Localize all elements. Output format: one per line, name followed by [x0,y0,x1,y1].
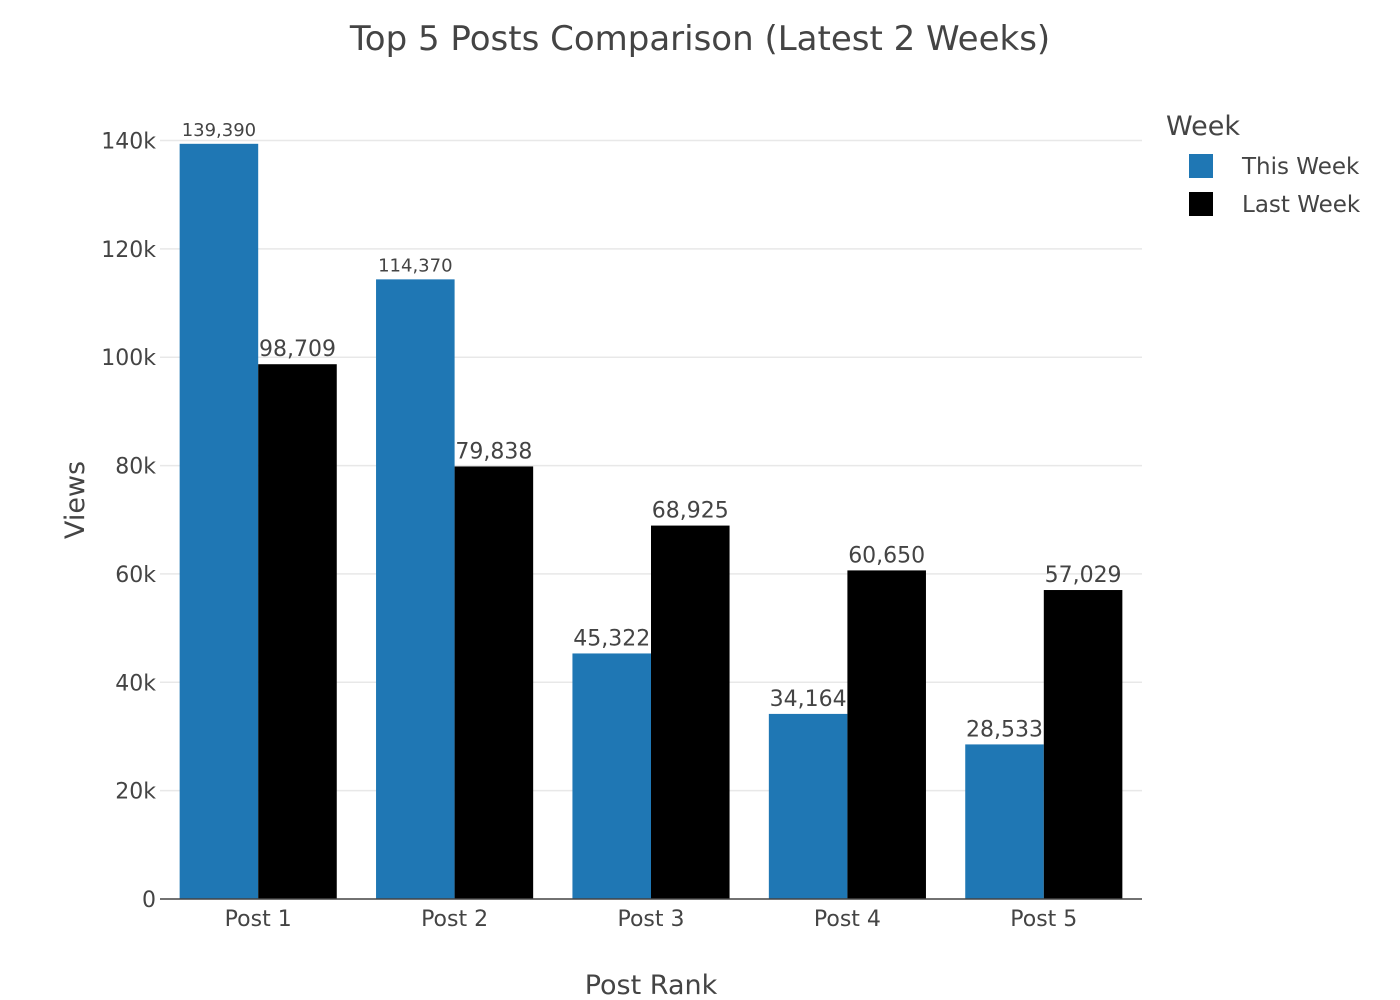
y-tick-label: 140k [101,130,156,155]
legend-swatch [1189,192,1213,216]
legend-swatch [1189,154,1213,178]
bar-last-week [847,570,926,899]
y-tick-label: 60k [115,563,156,588]
bar-last-week [651,525,730,899]
bar-last-week [1043,590,1123,899]
data-label: 68,925 [652,499,729,524]
y-axis-title: Views [60,461,91,539]
chart-title: Top 5 Posts Comparison (Latest 2 Weeks) [349,19,1050,59]
data-label: 98,709 [259,337,336,362]
data-label: 139,390 [182,120,256,141]
data-label: 79,838 [455,439,532,464]
x-tick-label: Post 2 [421,907,488,932]
data-label: 45,322 [573,626,650,651]
y-axis-ticks: 0 20k 40k 60k 80k 100k 120k 140k [101,130,156,913]
x-axis-ticks: Post 1 Post 2 Post 3 Post 4 Post 5 [225,907,1078,932]
bar-this-week [376,279,455,900]
legend: Week This Week Last Week [1166,111,1361,218]
legend-label: This Week [1241,154,1360,180]
bar-last-week [258,364,337,899]
data-labels: 139,390 98,709 114,370 79,838 45,322 68,925 34… [182,120,1122,743]
legend-title: Week [1166,111,1240,142]
legend-items: This Week Last Week [1189,154,1361,218]
bar-this-week [965,744,1044,899]
y-tick-label: 20k [115,780,156,805]
data-label: 57,029 [1045,563,1122,588]
data-label: 114,370 [378,255,452,276]
x-tick-label: Post 3 [617,907,684,932]
data-label: 60,650 [848,543,925,568]
y-tick-label: 0 [142,888,156,913]
legend-label: Last Week [1242,192,1361,218]
data-label: 28,533 [966,717,1043,742]
y-tick-label: 80k [115,455,156,480]
x-tick-label: Post 4 [814,907,881,932]
data-label: 34,164 [770,687,847,712]
bar-this-week [179,143,259,899]
x-tick-label: Post 5 [1010,907,1077,932]
bar-this-week [768,713,848,899]
bar-last-week [454,466,534,899]
bars [179,143,1123,900]
y-tick-label: 100k [101,346,156,371]
x-axis-title: Post Rank [585,970,718,1000]
bar-this-week [572,653,651,899]
x-tick-label: Post 1 [225,907,292,932]
y-tick-label: 120k [101,238,156,263]
y-tick-label: 40k [115,671,156,696]
